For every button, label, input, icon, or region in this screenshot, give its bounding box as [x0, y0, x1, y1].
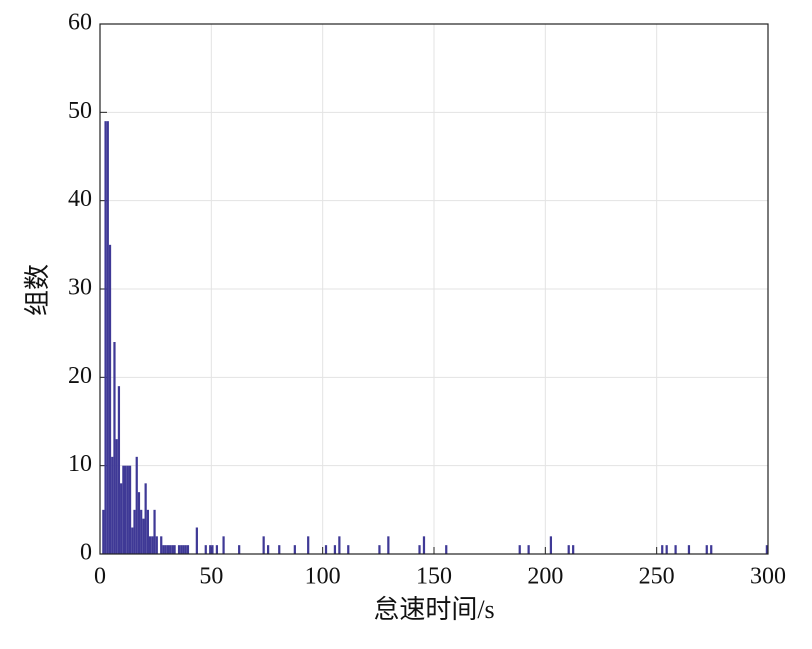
bar — [122, 465, 125, 554]
bar — [238, 545, 241, 554]
bar — [549, 536, 553, 554]
bar — [164, 545, 167, 554]
bar — [137, 492, 141, 554]
bar — [124, 465, 127, 554]
bar — [661, 545, 664, 554]
bar — [113, 342, 116, 554]
x-tick-label: 100 — [305, 564, 341, 590]
x-tick-label: 0 — [94, 564, 106, 590]
bar — [133, 509, 136, 554]
bar — [126, 465, 129, 554]
bar — [117, 386, 121, 554]
bar — [705, 545, 708, 554]
y-axis-title: 组数 — [23, 264, 52, 316]
x-tick-label: 200 — [527, 564, 563, 590]
bar — [211, 545, 214, 554]
x-tick-label: 50 — [199, 564, 223, 590]
bar — [148, 536, 152, 554]
bar — [267, 545, 270, 554]
x-tick-label: 300 — [750, 564, 786, 590]
y-tick-label: 0 — [80, 540, 92, 566]
x-tick-label: 250 — [639, 564, 675, 590]
bar — [153, 509, 156, 554]
bar — [674, 545, 677, 554]
bar — [209, 545, 212, 554]
bar — [169, 545, 172, 554]
bar — [171, 545, 174, 554]
bar — [106, 121, 109, 555]
bar — [710, 545, 713, 554]
x-tick-label: 150 — [416, 564, 452, 590]
bar — [144, 483, 147, 554]
y-tick-label: 40 — [68, 186, 92, 212]
bar — [518, 545, 521, 554]
bar — [387, 536, 390, 554]
bar — [215, 545, 219, 554]
bar — [572, 545, 575, 554]
bar — [422, 536, 426, 554]
bar — [527, 545, 530, 554]
bar — [166, 545, 170, 554]
bar — [418, 545, 421, 554]
bar — [665, 545, 668, 554]
bar — [222, 536, 225, 554]
bar — [184, 545, 187, 554]
bar — [347, 545, 350, 554]
bar — [445, 545, 448, 554]
bar — [142, 518, 145, 554]
bar — [378, 545, 381, 554]
bar — [687, 545, 691, 554]
bar — [182, 545, 185, 554]
bar — [131, 527, 134, 554]
y-tick-label: 20 — [68, 363, 92, 389]
y-tick-label: 60 — [68, 10, 92, 36]
bar — [120, 483, 123, 554]
bar — [173, 545, 176, 554]
bar — [146, 509, 149, 554]
bar — [104, 121, 107, 555]
bar — [186, 545, 190, 554]
bar — [140, 509, 143, 554]
y-tick-label: 30 — [68, 275, 92, 301]
bar — [195, 527, 198, 554]
x-axis-title: 怠速时间/s — [373, 595, 494, 624]
bar — [338, 536, 341, 554]
bar — [177, 545, 181, 554]
bar — [262, 536, 265, 554]
bar — [278, 545, 281, 554]
bar — [307, 536, 310, 554]
bar — [324, 545, 328, 554]
y-tick-label: 10 — [68, 451, 92, 477]
bar — [333, 545, 337, 554]
plot-frame — [99, 23, 769, 555]
bar — [160, 536, 163, 554]
bar — [155, 536, 158, 554]
bar — [115, 439, 118, 554]
bar — [108, 244, 112, 555]
bar — [293, 545, 296, 554]
bar — [567, 545, 570, 554]
bar — [180, 545, 183, 554]
bar — [111, 456, 114, 554]
y-tick-label: 50 — [68, 98, 92, 124]
bar — [765, 545, 768, 554]
bar — [102, 509, 105, 554]
bar — [162, 545, 165, 554]
bar — [151, 536, 154, 554]
bar — [128, 465, 132, 554]
bar — [135, 456, 138, 554]
bar — [204, 545, 207, 554]
